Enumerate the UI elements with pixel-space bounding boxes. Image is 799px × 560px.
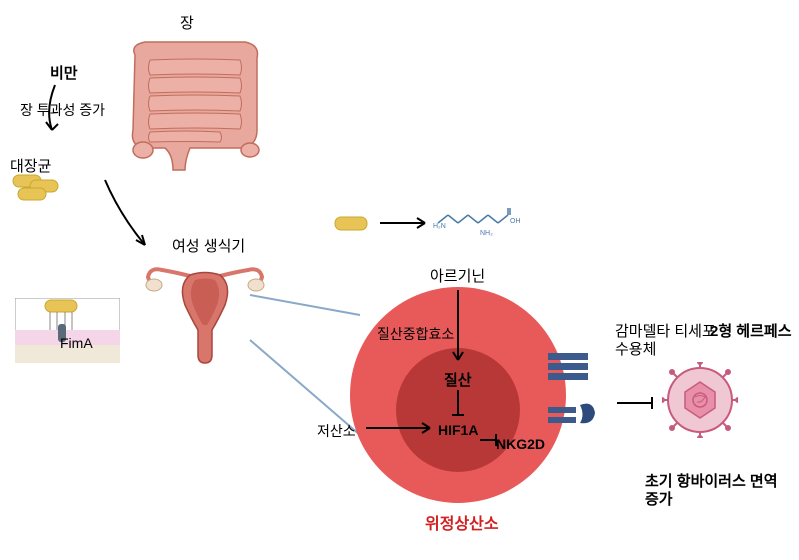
- fima-panel: [15, 298, 120, 363]
- hsv2-virus: [662, 362, 738, 438]
- inhibit-virus: [612, 395, 662, 415]
- arrow-intestine-to-uterus: [90, 175, 170, 255]
- bacterium-to-arginine: H₂N OH NH₂: [330, 205, 530, 250]
- hypoxia-label: 저산소: [317, 421, 356, 441]
- svg-text:NH₂: NH₂: [480, 230, 493, 237]
- intestine-illustration: [115, 30, 275, 180]
- intestine-label: 장: [180, 12, 194, 33]
- svg-text:OH: OH: [510, 218, 521, 225]
- receptor-label: 수용체: [615, 338, 656, 359]
- svg-text:H₂N: H₂N: [433, 223, 446, 230]
- receptors: [545, 345, 615, 455]
- increase-label: 증가: [645, 488, 673, 509]
- ecoli-bacteria: [10, 170, 75, 205]
- hsv2-label: 2형 헤르페스: [710, 320, 792, 341]
- female-repro-label: 여성 생식기: [172, 235, 245, 256]
- permeability-label: 장 투과성 증가: [20, 100, 105, 120]
- fima-label: FimA: [60, 335, 93, 351]
- pseudohypoxia-label: 위정상산소: [425, 510, 499, 534]
- arginine-label: 아르기닌: [430, 265, 485, 286]
